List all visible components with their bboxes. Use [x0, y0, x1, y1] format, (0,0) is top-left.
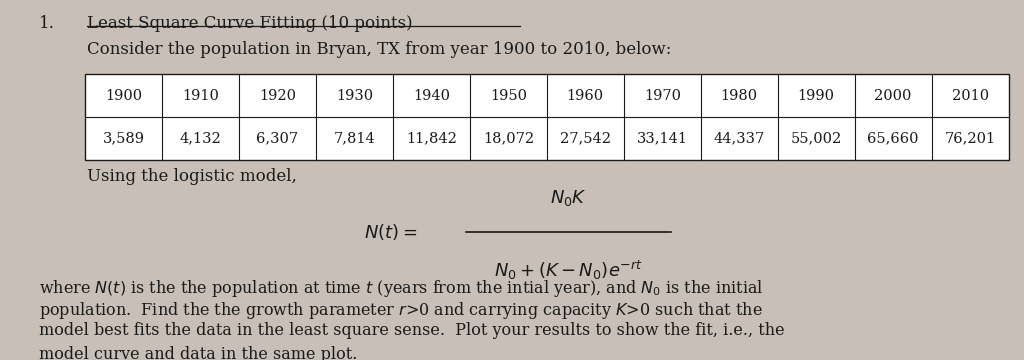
Text: 18,072: 18,072 — [482, 131, 534, 145]
Text: 1980: 1980 — [721, 89, 758, 103]
Text: Least Square Curve Fitting (10 points): Least Square Curve Fitting (10 points) — [87, 15, 413, 32]
Text: 2000: 2000 — [874, 89, 911, 103]
Text: 1.: 1. — [39, 15, 55, 32]
Text: 3,589: 3,589 — [102, 131, 144, 145]
Text: where $N(t)$ is the the population at time $t$ (years from the intial year), and: where $N(t)$ is the the population at ti… — [39, 278, 764, 298]
Text: 1990: 1990 — [798, 89, 835, 103]
Text: Using the logistic model,: Using the logistic model, — [87, 168, 297, 185]
Text: 1940: 1940 — [413, 89, 450, 103]
Text: 55,002: 55,002 — [791, 131, 842, 145]
Text: 1900: 1900 — [104, 89, 142, 103]
Text: 2010: 2010 — [951, 89, 989, 103]
Text: 1970: 1970 — [644, 89, 681, 103]
Text: 4,132: 4,132 — [179, 131, 221, 145]
Text: $N_0 + (K - N_0)e^{-rt}$: $N_0 + (K - N_0)e^{-rt}$ — [494, 259, 643, 282]
Text: model best fits the data in the least square sense.  Plot your results to show t: model best fits the data in the least sq… — [39, 323, 784, 339]
Text: Consider the population in Bryan, TX from year 1900 to 2010, below:: Consider the population in Bryan, TX fro… — [87, 41, 672, 58]
Text: 1920: 1920 — [259, 89, 296, 103]
FancyBboxPatch shape — [85, 74, 1009, 160]
Text: 1950: 1950 — [489, 89, 526, 103]
Text: 44,337: 44,337 — [714, 131, 765, 145]
Text: population.  Find the the growth parameter $r$>0 and carrying capacity $K$>0 suc: population. Find the the growth paramete… — [39, 300, 763, 321]
Text: $N_0 K$: $N_0 K$ — [550, 188, 587, 208]
Text: 1960: 1960 — [566, 89, 604, 103]
Text: $N(t) =$: $N(t) =$ — [364, 222, 417, 242]
Text: 1910: 1910 — [182, 89, 219, 103]
Text: 76,201: 76,201 — [944, 131, 995, 145]
Text: 7,814: 7,814 — [334, 131, 375, 145]
Text: 1930: 1930 — [336, 89, 373, 103]
Text: 6,307: 6,307 — [256, 131, 298, 145]
Text: model curve and data in the same plot.: model curve and data in the same plot. — [39, 346, 357, 360]
Text: 27,542: 27,542 — [560, 131, 610, 145]
Text: 33,141: 33,141 — [637, 131, 688, 145]
Text: 65,660: 65,660 — [867, 131, 919, 145]
Text: 11,842: 11,842 — [406, 131, 457, 145]
